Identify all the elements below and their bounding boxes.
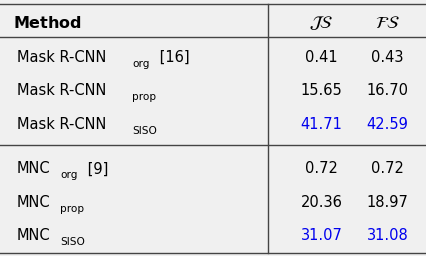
- Text: $\mathcal{F}\mathcal{S}$: $\mathcal{F}\mathcal{S}$: [375, 14, 400, 32]
- Text: SISO: SISO: [60, 237, 85, 247]
- Text: [16]: [16]: [155, 50, 190, 65]
- Text: 0.72: 0.72: [371, 162, 404, 176]
- Text: 15.65: 15.65: [301, 83, 343, 98]
- Text: 42.59: 42.59: [367, 117, 409, 132]
- Text: prop: prop: [132, 92, 156, 102]
- Text: SISO: SISO: [132, 125, 157, 136]
- Text: org: org: [132, 59, 150, 69]
- Text: $\mathbf{Method}$: $\mathbf{Method}$: [13, 15, 82, 31]
- Text: 41.71: 41.71: [301, 117, 343, 132]
- Text: 31.08: 31.08: [367, 228, 409, 243]
- Text: Mask R-CNN: Mask R-CNN: [17, 83, 106, 98]
- Text: [9]: [9]: [83, 162, 108, 176]
- Text: 0.72: 0.72: [305, 162, 338, 176]
- Text: 31.07: 31.07: [301, 228, 343, 243]
- Text: MNC: MNC: [17, 162, 51, 176]
- Text: MNC: MNC: [17, 195, 51, 210]
- Text: prop: prop: [60, 204, 84, 214]
- Text: 20.36: 20.36: [301, 195, 343, 210]
- Text: 0.43: 0.43: [371, 50, 404, 65]
- Text: org: org: [60, 170, 78, 180]
- Text: MNC: MNC: [17, 228, 51, 243]
- Text: 0.41: 0.41: [305, 50, 338, 65]
- Text: 18.97: 18.97: [367, 195, 409, 210]
- Text: $\mathcal{J}\mathcal{S}$: $\mathcal{J}\mathcal{S}$: [309, 14, 334, 32]
- Text: 16.70: 16.70: [367, 83, 409, 98]
- Text: Mask R-CNN: Mask R-CNN: [17, 117, 106, 132]
- Text: Mask R-CNN: Mask R-CNN: [17, 50, 106, 65]
